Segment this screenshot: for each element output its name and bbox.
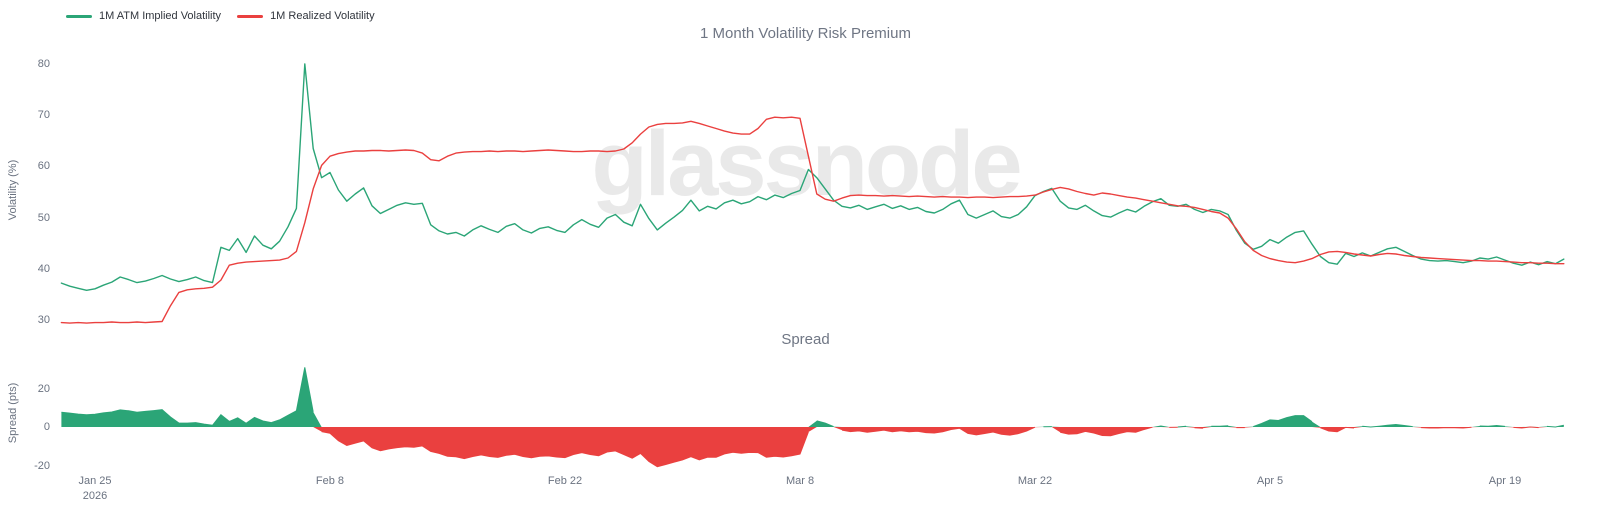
legend-label: 1M Realized Volatility — [270, 10, 375, 22]
y-tick-label: 20 — [37, 382, 50, 395]
chart-legend: 1M ATM Implied Volatility 1M Realized Vol… — [66, 10, 375, 22]
x-tick-label: Mar 8 — [785, 475, 815, 487]
spread-positive-edge — [61, 367, 1564, 428]
x-tick-label: Feb 8 — [315, 475, 345, 487]
y-tick-label: 80 — [37, 58, 50, 70]
y-tick-label: 0 — [43, 421, 50, 433]
x-tick-label: Apr 19 — [1488, 475, 1522, 487]
legend-item-implied-volatility[interactable]: 1M ATM Implied Volatility — [66, 10, 221, 22]
legend-swatch — [237, 14, 264, 18]
y-tick-label: 70 — [37, 109, 50, 122]
x-tick-label: Feb 22 — [547, 475, 583, 487]
x-tick-label: Jan 25 — [78, 475, 112, 487]
x-tick-label: Mar 22 — [1017, 475, 1053, 487]
spread-axis-label: Spread (pts) — [7, 382, 19, 444]
realized-volatility-line — [60, 116, 1565, 324]
chart-title: 1 Month Volatility Risk Premium — [700, 25, 911, 42]
y-tick-label: 50 — [37, 211, 50, 224]
spread-negative-area — [61, 427, 1564, 467]
legend-label: 1M ATM Implied Volatility — [99, 10, 222, 22]
x-tick-year-label: 2026 — [82, 490, 108, 502]
spread-positive-area — [61, 367, 1564, 427]
y-tick-label: -20 — [34, 459, 50, 472]
legend-item-realized-volatility[interactable]: 1M Realized Volatility — [237, 10, 375, 22]
x-tick-label: Apr 5 — [1256, 475, 1284, 487]
y-tick-label: 60 — [37, 160, 50, 173]
y-tick-label: 30 — [37, 314, 50, 326]
legend-swatch — [66, 14, 92, 18]
y-tick-label: 40 — [37, 262, 50, 275]
spread-chart-title: Spread — [781, 331, 830, 348]
